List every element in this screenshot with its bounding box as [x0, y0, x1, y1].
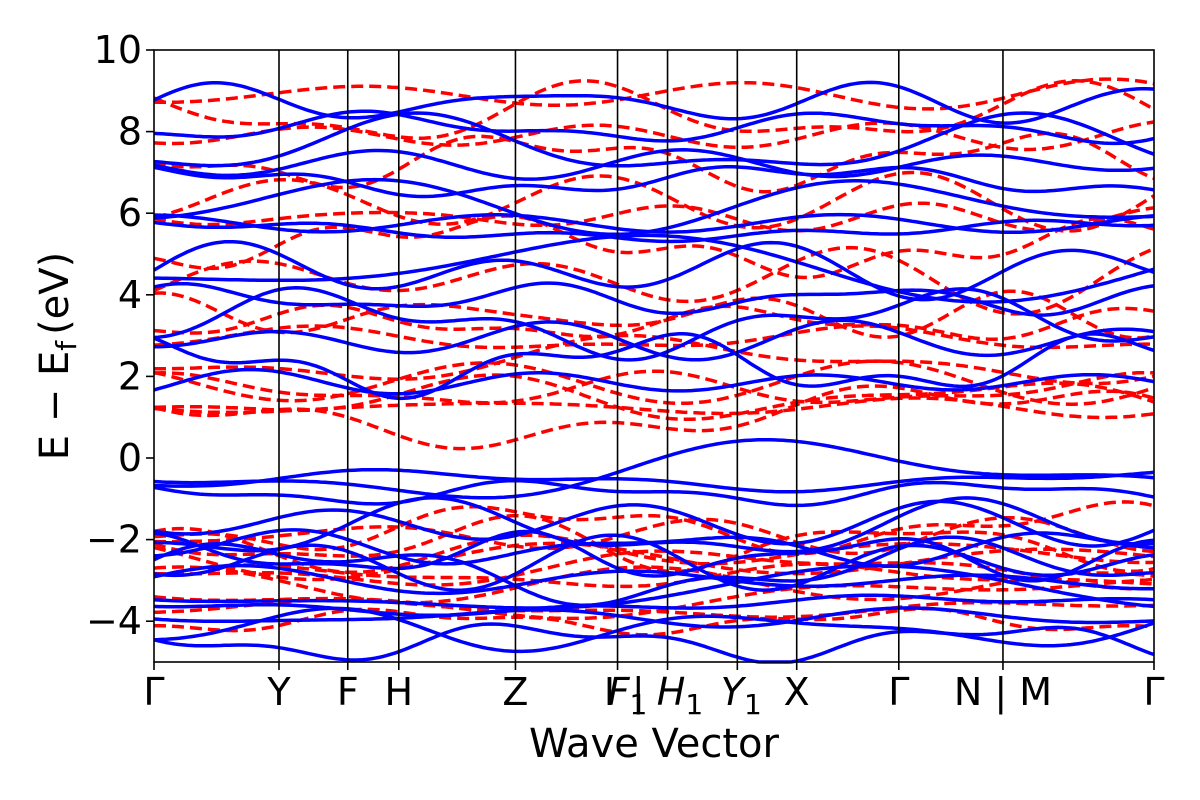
band-line-solid — [153, 218, 1155, 244]
x-tick-label-main: I — [604, 670, 615, 714]
band-line-solid — [153, 535, 1155, 607]
band-line-solid — [153, 80, 1155, 125]
y-axis-title: E − Ef (eV) — [32, 252, 83, 461]
x-tick-label-main: N | M — [954, 670, 1052, 715]
y-axis-title-group: E − Ef (eV) — [32, 252, 83, 461]
x-tick-label-main: Γ — [888, 670, 909, 714]
x-tick-label: N | M — [954, 670, 1052, 715]
y-tick-label: 8 — [118, 110, 142, 154]
x-tick-label-sub: 1 — [630, 688, 648, 721]
x-tick-label: F1 — [608, 670, 648, 721]
band-line-solid — [153, 367, 1155, 396]
x-axis-title: Wave Vector — [529, 721, 780, 767]
x-tick-label-sub: 1 — [685, 688, 703, 721]
band-lines — [153, 77, 1155, 664]
band-line-dashed — [153, 359, 1155, 406]
band-line-solid — [153, 529, 1155, 583]
x-tick-label-main: Γ — [143, 670, 164, 714]
x-tick-label-main: F — [608, 670, 631, 714]
band-line-solid — [153, 177, 1155, 237]
band-line-dashed — [153, 565, 1155, 605]
x-tick-label-main: H — [385, 670, 414, 714]
x-tick-label: X — [784, 670, 810, 714]
band-line-dashed — [153, 77, 1155, 111]
band-line-solid — [153, 467, 1155, 494]
y-axis-title-unit: (eV) — [32, 252, 78, 335]
band-line-solid — [153, 109, 1155, 146]
band-line-solid — [153, 622, 1155, 664]
band-line-solid — [153, 563, 1154, 596]
x-tick-label: Z — [502, 670, 528, 714]
kpath-divider-lines — [278, 50, 1004, 662]
y-tick-label: −4 — [86, 599, 142, 643]
band-line-solid — [153, 564, 1155, 610]
band-line-dashed — [153, 289, 1155, 340]
x-tick-label: F — [337, 670, 359, 714]
band-line-solid — [154, 318, 1155, 362]
y-tick-label: 0 — [118, 436, 142, 480]
band-line-dashed — [153, 201, 1155, 233]
band-line-solid — [153, 239, 1155, 302]
band-line-solid — [153, 478, 1155, 508]
y-tick-label: 2 — [118, 354, 142, 398]
x-tick-label: Γ — [1143, 670, 1164, 714]
y-axis-ticks: 10 8 6 4 2 0 −2 −4 — [86, 28, 154, 643]
band-line-solid — [153, 286, 1155, 362]
band-line-solid — [153, 606, 1155, 654]
y-tick-label: 6 — [118, 191, 142, 235]
x-tick-label: I — [604, 670, 615, 714]
x-tick-label-main: Z — [502, 670, 528, 714]
band-line-solid — [153, 593, 1155, 618]
band-line-solid — [153, 533, 1155, 592]
band-line-dashed — [153, 500, 1155, 556]
band-line-solid — [153, 111, 1155, 168]
x-tick-label-main: | H — [632, 670, 685, 715]
band-line-dashed — [153, 120, 1155, 152]
y-axis-title-sub: f — [50, 340, 83, 351]
band-line-solid — [153, 332, 1155, 401]
x-tick-label-main: F — [337, 670, 359, 714]
x-tick-label-main: Γ — [1143, 670, 1164, 714]
x-tick-label: Y1 — [721, 670, 762, 721]
x-tick-label: H — [385, 670, 414, 714]
x-tick-label-main: X — [784, 670, 810, 714]
y-axis-title-main: E − E — [32, 351, 78, 461]
band-line-solid — [153, 165, 1155, 199]
x-tick-label: Γ — [888, 670, 909, 714]
x-tick-label: Y — [266, 670, 291, 714]
x-tick-label: Γ — [143, 670, 164, 714]
band-line-dashed — [153, 562, 1155, 589]
x-tick-label-main: Y — [721, 670, 747, 714]
band-line-dashed — [153, 324, 1154, 350]
band-line-dashed — [153, 79, 1155, 140]
band-line-solid — [154, 233, 1155, 304]
y-tick-label: 10 — [94, 28, 142, 72]
y-tick-label: 4 — [118, 273, 142, 317]
band-line-solid — [153, 499, 1155, 548]
band-line-dashed — [153, 541, 1155, 582]
band-line-dashed — [153, 513, 1155, 574]
y-tick-label: −2 — [86, 518, 142, 562]
x-tick-label: | H1 — [632, 670, 703, 721]
band-line-solid — [153, 148, 1155, 181]
x-tick-label-main: Y — [266, 670, 291, 714]
x-tick-label-sub: 1 — [744, 688, 762, 721]
band-line-solid — [153, 281, 1155, 317]
band-line-dashed — [153, 369, 1155, 405]
plot-frame — [153, 49, 1155, 663]
band-line-dashed — [153, 373, 1155, 422]
band-line-solid — [153, 437, 1155, 500]
